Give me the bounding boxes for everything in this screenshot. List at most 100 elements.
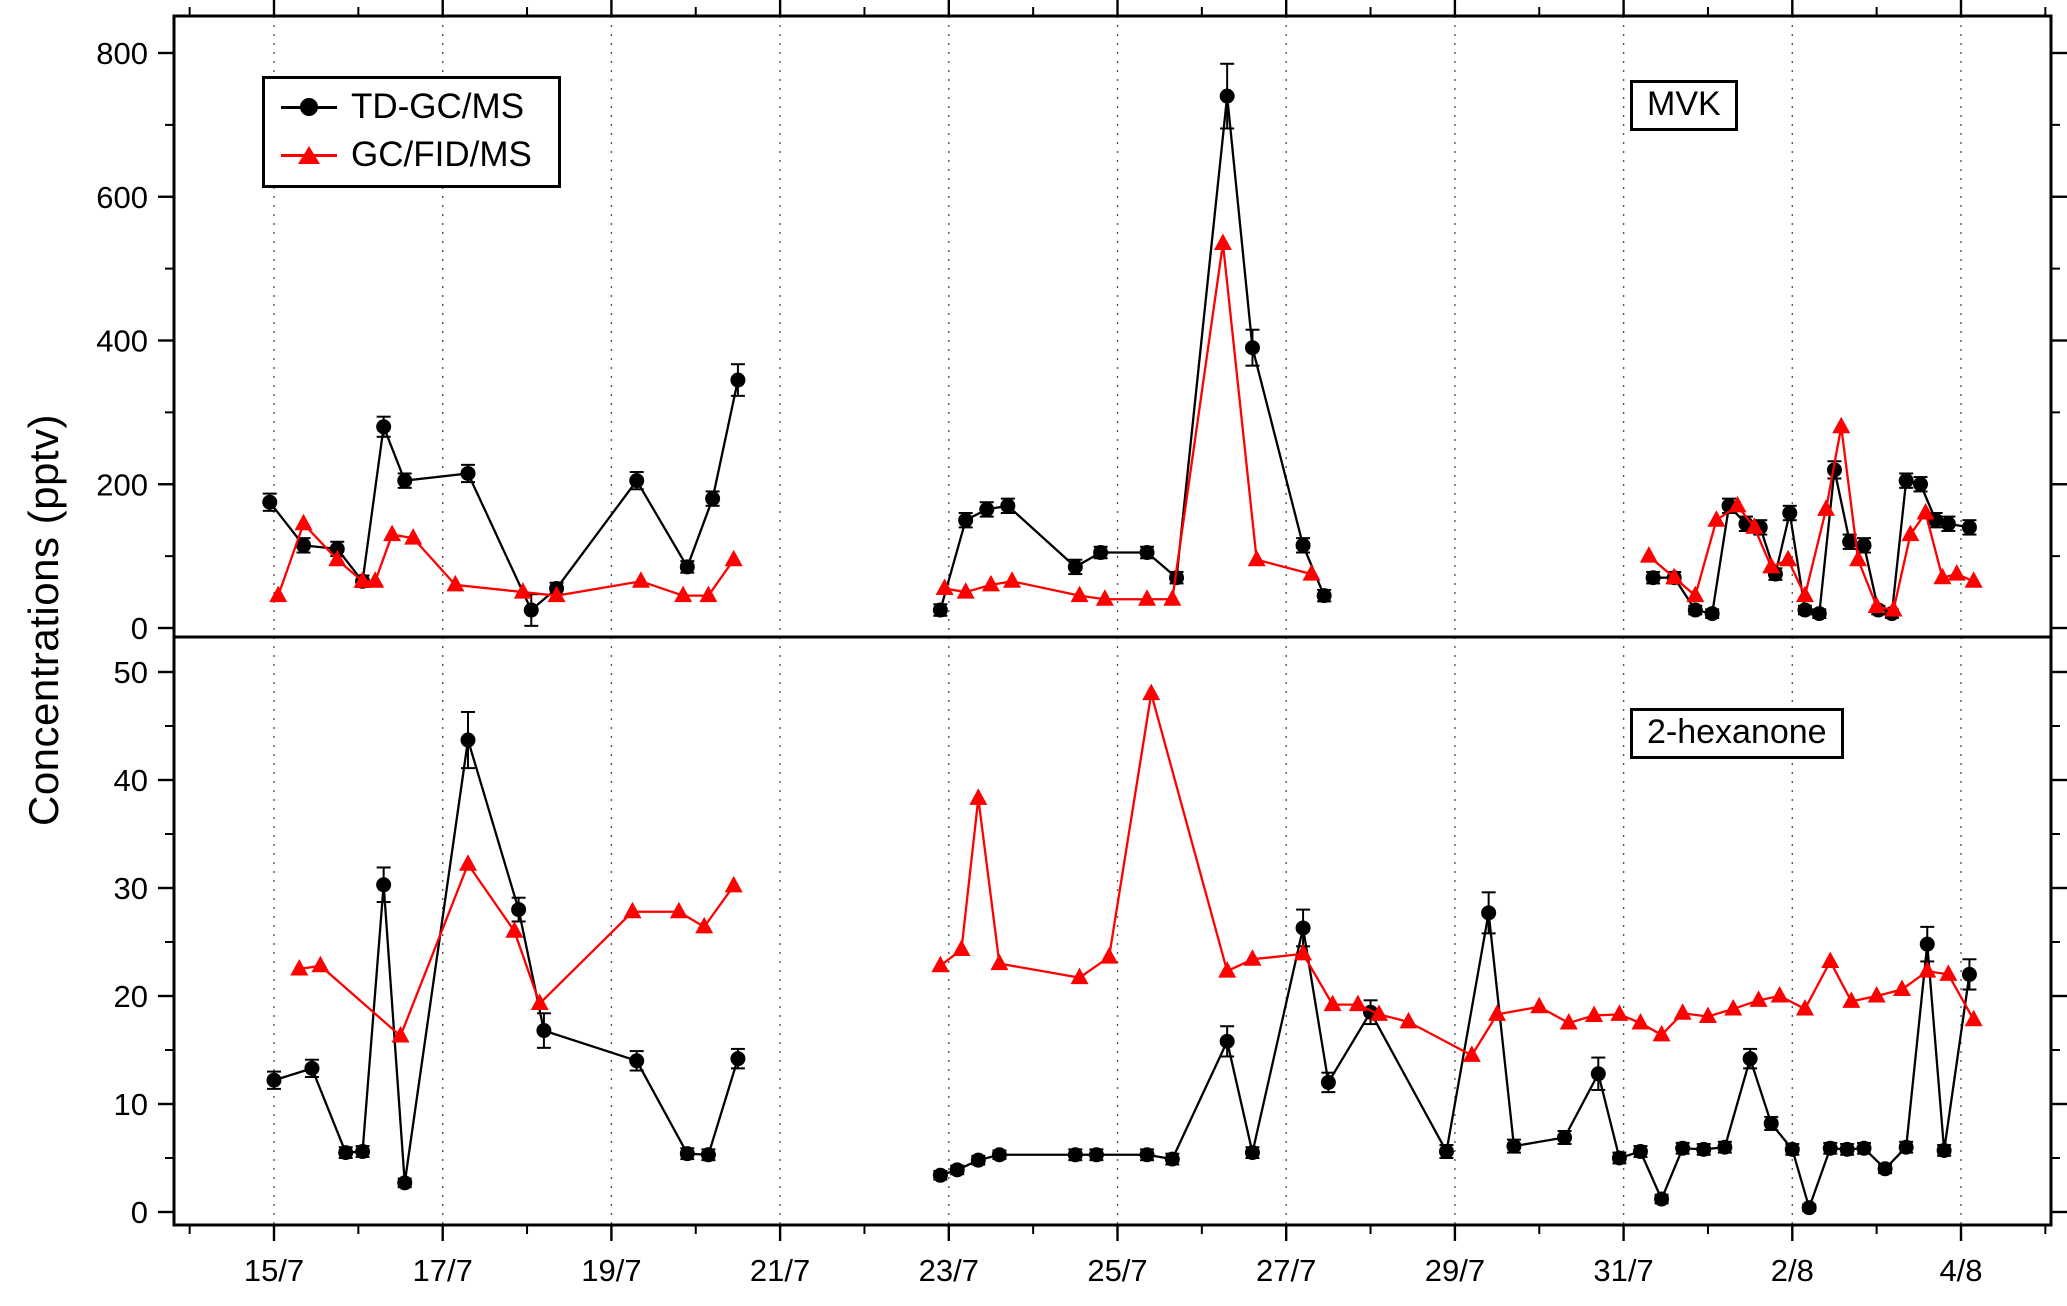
data-point-triangle: [1892, 979, 1911, 997]
data-point-circle: [460, 465, 476, 481]
data-point-triangle: [1462, 1045, 1481, 1062]
data-point-circle: [1000, 498, 1016, 514]
x-tick-label: 4/8: [1939, 1253, 1982, 1288]
data-point-circle: [1506, 1138, 1522, 1154]
data-point-triangle: [724, 549, 743, 567]
data-point-triangle: [1369, 1004, 1388, 1021]
data-point-triangle: [404, 528, 423, 545]
data-point-circle: [1961, 966, 1977, 982]
data-point-circle: [1438, 1144, 1454, 1160]
x-tick-label: 23/7: [919, 1253, 979, 1288]
panel-2-hexanone: 0 10 20 30 40 50: [114, 635, 2067, 1230]
data-point-circle: [1590, 1066, 1606, 1082]
data-point-circle: [1139, 545, 1155, 561]
data-point-triangle: [1964, 571, 1983, 588]
legend-item-td-gcms: TD-GC/MS: [281, 87, 532, 127]
legend-label-td-gcms: TD-GC/MS: [351, 87, 525, 126]
data-point-circle: [1696, 1141, 1712, 1157]
y-tick-label: 50: [114, 655, 148, 690]
x-tick-label: 31/7: [1593, 1253, 1653, 1288]
x-tick-label: 2/8: [1771, 1253, 1814, 1288]
y-tick-label: 800: [96, 36, 148, 71]
data-point-triangle: [1770, 986, 1789, 1003]
data-point-triangle: [1867, 986, 1886, 1003]
data-point-triangle: [1610, 1004, 1629, 1021]
data-point-triangle: [1916, 503, 1935, 520]
data-point-circle: [700, 1147, 716, 1163]
data-point-triangle: [1884, 600, 1903, 617]
data-point-circle: [1219, 1033, 1235, 1049]
y-tick-label: 30: [114, 871, 148, 906]
x-tick-label: 17/7: [413, 1253, 473, 1288]
y-tick-label: 0: [131, 1195, 148, 1230]
data-point-triangle: [931, 955, 950, 973]
data-point-circle: [1295, 920, 1311, 936]
legend: TD-GC/MS GC/FID/MS: [262, 76, 561, 188]
data-point-circle: [376, 877, 392, 893]
data-point-circle: [1645, 570, 1661, 586]
data-point-triangle: [1698, 1006, 1717, 1024]
data-point-circle: [730, 372, 746, 388]
y-tick-label: 40: [114, 763, 148, 798]
data-point-triangle: [1585, 1005, 1604, 1022]
data-point-circle: [970, 1152, 986, 1168]
data-point-triangle: [1003, 571, 1022, 588]
data-point-circle: [932, 602, 948, 618]
data-point-triangle: [366, 571, 385, 588]
data-point-circle: [1784, 1141, 1800, 1157]
data-point-triangle: [1213, 233, 1232, 250]
data-point-triangle: [1138, 589, 1157, 606]
data-point-triangle: [1901, 524, 1920, 542]
data-point-triangle: [1745, 517, 1764, 534]
data-point-circle: [355, 1144, 371, 1160]
x-tick-label: 29/7: [1425, 1253, 1485, 1288]
data-point-triangle: [1749, 990, 1768, 1007]
data-point-triangle: [1939, 964, 1958, 981]
data-point-circle: [1654, 1191, 1670, 1207]
data-point-triangle: [1348, 994, 1367, 1012]
data-point-triangle: [1399, 1011, 1418, 1029]
data-point-triangle: [1849, 549, 1868, 567]
data-point-circle: [1139, 1147, 1155, 1163]
data-point-circle: [1826, 462, 1842, 478]
data-point-circle: [1687, 602, 1703, 618]
data-point-triangle: [724, 875, 743, 893]
data-point-circle: [1717, 1139, 1733, 1155]
data-point-triangle: [981, 574, 1000, 592]
data-point-circle: [338, 1145, 354, 1161]
data-point-triangle: [1631, 1013, 1650, 1030]
data-point-circle: [1842, 534, 1858, 550]
data-point-circle: [629, 473, 645, 489]
x-tick-label: 25/7: [1087, 1253, 1147, 1288]
data-point-triangle: [1779, 549, 1798, 567]
data-point-triangle: [328, 549, 347, 567]
data-point-circle: [1067, 559, 1083, 575]
data-point-circle: [1822, 1140, 1838, 1156]
data-point-circle: [536, 1023, 552, 1039]
data-point-triangle: [631, 571, 650, 588]
data-point-triangle: [1639, 546, 1658, 563]
data-point-circle: [1856, 537, 1872, 553]
data-point-circle: [376, 419, 392, 435]
y-tick-label: 20: [114, 979, 148, 1014]
data-point-circle: [1877, 1161, 1893, 1177]
data-point-circle: [1088, 1147, 1104, 1163]
data-point-triangle: [446, 574, 465, 592]
circle-marker-icon: [281, 96, 337, 118]
data-point-triangle: [513, 582, 532, 599]
data-point-triangle: [1762, 556, 1781, 574]
data-point-triangle: [1243, 949, 1262, 966]
data-point-triangle: [1294, 943, 1313, 961]
y-tick-label: 200: [96, 467, 148, 502]
data-point-triangle: [1530, 996, 1549, 1014]
data-point-triangle: [1707, 510, 1726, 527]
legend-item-gc-fid-ms: GC/FID/MS: [281, 135, 532, 175]
data-point-triangle: [1867, 596, 1886, 613]
data-point-circle: [1961, 519, 1977, 535]
data-point-circle: [991, 1147, 1007, 1163]
series-gc-fid-ms: [269, 233, 1983, 617]
data-point-triangle: [1817, 499, 1836, 516]
data-point-circle: [679, 559, 695, 575]
data-point-circle: [705, 491, 721, 507]
data-point-circle: [1936, 1142, 1952, 1158]
